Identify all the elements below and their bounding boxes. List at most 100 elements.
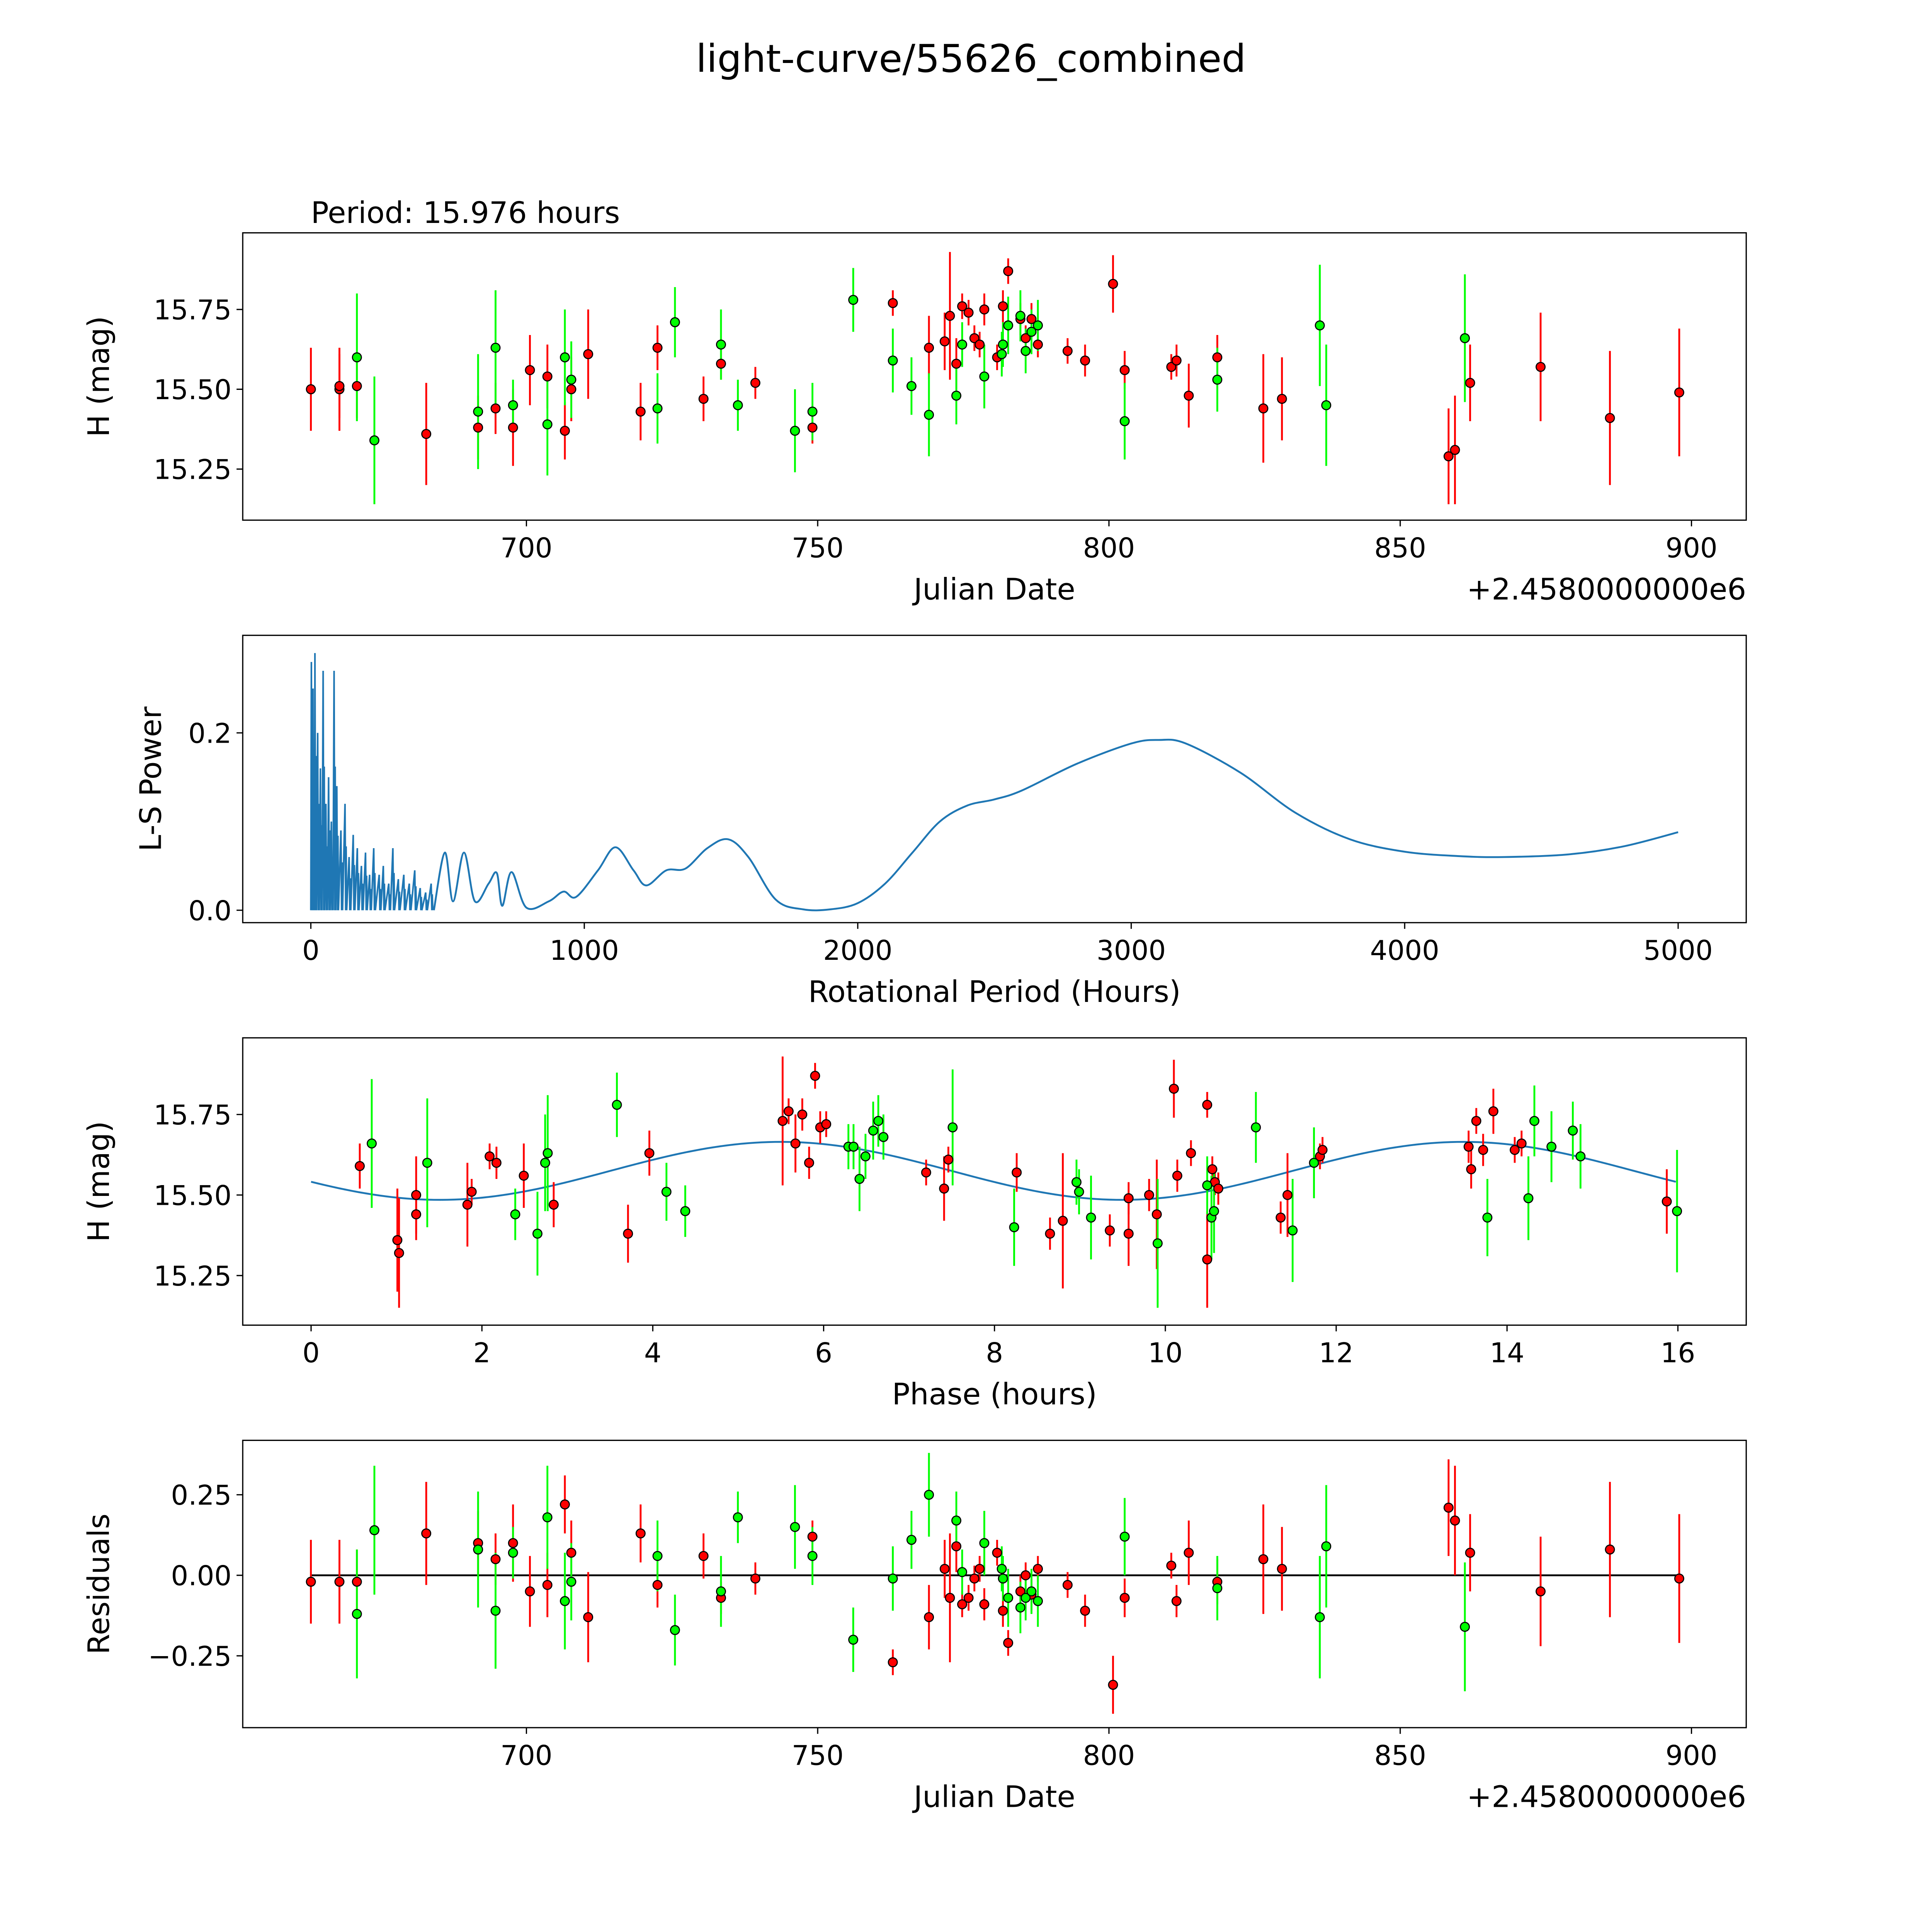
axes-frame — [242, 1439, 1747, 1728]
red-data-point — [525, 365, 535, 375]
green-data-point — [848, 1634, 859, 1645]
red-data-point — [1207, 1164, 1218, 1174]
red-data-point — [583, 349, 594, 359]
periodogram-dense-line — [310, 653, 434, 911]
red-data-point — [1184, 390, 1194, 401]
green-data-point — [997, 349, 1007, 359]
green-data-point — [422, 1158, 432, 1168]
red-data-point — [750, 378, 760, 388]
x-tick-label: 12 — [1319, 1337, 1354, 1369]
green-data-point — [998, 1573, 1008, 1584]
green-data-point — [1672, 1206, 1682, 1216]
red-data-point — [924, 343, 934, 353]
red-data-point — [777, 1116, 788, 1126]
red-data-point — [1488, 1106, 1498, 1116]
red-data-point — [519, 1170, 529, 1181]
red-data-point — [1108, 1680, 1118, 1690]
green-data-point — [1033, 1596, 1043, 1606]
red-data-point — [1108, 279, 1118, 289]
x-tick-label: 700 — [500, 532, 553, 564]
x-tick-label: 850 — [1374, 532, 1426, 564]
green-data-point — [1119, 416, 1130, 427]
red-data-point — [716, 359, 726, 369]
red-data-point — [411, 1190, 421, 1200]
axes-frame — [242, 634, 1747, 923]
plot-area — [306, 252, 1684, 504]
green-data-point — [1315, 320, 1325, 331]
green-data-point — [680, 1206, 690, 1216]
x-tick-label: 800 — [1083, 532, 1135, 564]
red-data-point — [1080, 1605, 1090, 1616]
red-data-point — [998, 1605, 1008, 1616]
red-data-point — [508, 1538, 518, 1548]
green-data-point — [860, 1151, 871, 1162]
residuals-panel: 700 750 800 850 900 −0.25 0.00 0.25 Julian Date R… — [82, 1439, 1747, 1814]
x-tick-label: 0 — [303, 1337, 320, 1369]
red-data-point — [810, 1071, 820, 1081]
red-data-point — [888, 298, 898, 308]
green-data-point — [868, 1125, 878, 1136]
x-tick-label: 2 — [473, 1337, 491, 1369]
red-data-point — [790, 1138, 801, 1149]
red-data-point — [975, 339, 985, 350]
green-data-point — [1209, 1206, 1219, 1216]
green-data-point — [473, 1544, 483, 1555]
green-data-point — [661, 1187, 672, 1197]
red-data-point — [1080, 355, 1090, 366]
red-data-point — [306, 384, 316, 395]
green-data-point — [716, 1586, 726, 1597]
red-data-point — [1119, 365, 1130, 375]
red-data-point — [490, 403, 501, 413]
red-data-point — [560, 1499, 570, 1510]
red-data-point — [1450, 1515, 1460, 1526]
x-tick-label: 2000 — [823, 935, 892, 966]
green-data-point — [906, 1535, 917, 1545]
red-data-point — [1258, 403, 1269, 413]
red-data-point — [957, 301, 968, 311]
red-data-point — [1144, 1190, 1154, 1200]
red-data-point — [804, 1158, 814, 1168]
green-data-point — [490, 1605, 501, 1616]
green-data-point — [543, 1148, 553, 1158]
x-axis-label: Rotational Period (Hours) — [808, 975, 1181, 1009]
green-data-point — [1315, 1612, 1325, 1622]
axes-frame — [242, 1037, 1747, 1326]
green-data-point — [490, 343, 501, 353]
red-data-point — [1123, 1193, 1134, 1204]
red-data-point — [1516, 1138, 1527, 1149]
x-offset-label: +2.4580000000e6 — [1467, 1780, 1746, 1814]
red-data-point — [421, 1528, 432, 1539]
green-data-point — [733, 400, 743, 410]
y-tick-label: 0.0 — [188, 895, 231, 927]
y-axis-label: H (mag) — [82, 1121, 116, 1242]
red-data-point — [1020, 333, 1031, 344]
red-data-point — [939, 1564, 950, 1574]
red-data-point — [1119, 1593, 1130, 1603]
red-data-point — [1463, 1141, 1474, 1152]
red-data-point — [548, 1199, 559, 1210]
x-axis-label: Julian Date — [912, 572, 1075, 607]
y-tick-label: 0.25 — [171, 1480, 231, 1511]
green-data-point — [951, 390, 961, 401]
green-data-point — [1321, 400, 1332, 410]
red-data-point — [783, 1106, 794, 1116]
green-data-point — [979, 371, 990, 382]
red-data-point — [1478, 1145, 1488, 1155]
red-data-point — [888, 1657, 898, 1667]
red-data-point — [1169, 1083, 1179, 1094]
x-tick-label: 750 — [792, 532, 844, 564]
red-data-point — [998, 301, 1008, 311]
green-data-point — [1015, 311, 1026, 321]
green-data-point — [540, 1158, 550, 1168]
red-data-point — [1277, 1564, 1287, 1574]
x-tick-label: 4 — [644, 1337, 662, 1369]
red-data-point — [1184, 1548, 1194, 1558]
red-data-point — [1317, 1145, 1328, 1155]
red-data-point — [566, 1548, 577, 1558]
green-data-point — [1202, 1180, 1213, 1190]
green-data-point — [716, 339, 726, 350]
green-data-point — [1071, 1177, 1082, 1187]
phased-panel: 0 2 4 6 8 10 12 14 16 15.25 15.50 15.75 Phase (hours… — [82, 1037, 1747, 1412]
light-curve-panel: 700 750 800 850 900 15.25 15.50 15.75 Julian Dat… — [82, 232, 1747, 607]
red-data-point — [411, 1209, 421, 1219]
